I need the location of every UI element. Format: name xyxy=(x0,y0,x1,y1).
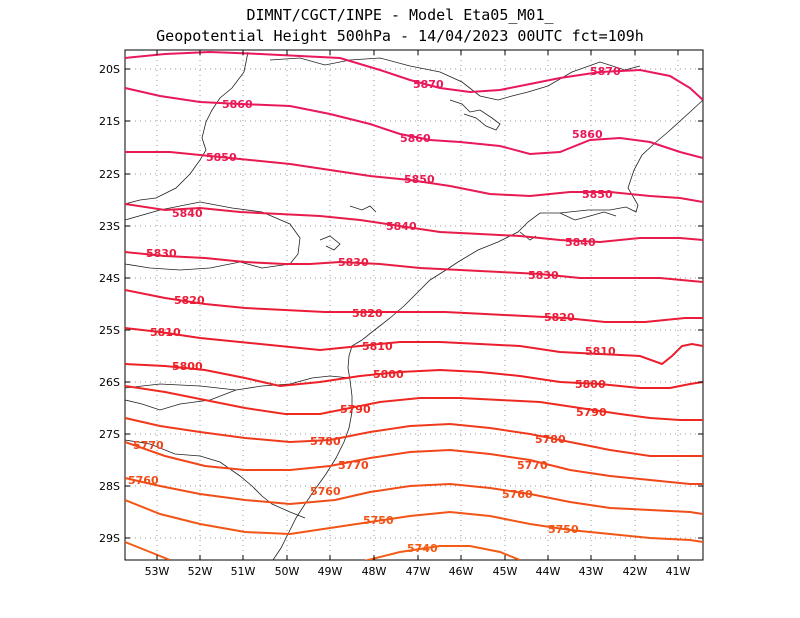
contour-5870 xyxy=(125,50,703,101)
lon-label-43w: 43W xyxy=(579,565,604,578)
map-title-line1: DIMNT/CGCT/INPE - Model Eta05_M01_ xyxy=(246,6,554,24)
lon-label-51w: 51W xyxy=(231,565,256,578)
latitude-labels: 20S 21S 22S 23S 24S 25S 26S 27S 28S 29S xyxy=(99,63,120,545)
contour-5740 xyxy=(125,541,521,560)
label-5760-a: 5760 xyxy=(128,474,159,487)
contour-5840 xyxy=(125,203,703,244)
label-5790-a: 5790 xyxy=(340,403,371,416)
label-5850-a: 5850 xyxy=(206,151,237,164)
state-border-sp-pr xyxy=(125,201,301,271)
lon-label-50w: 50W xyxy=(275,565,300,578)
contour-5860 xyxy=(125,87,703,159)
label-5800-b: 5800 xyxy=(373,368,404,381)
contour-5830 xyxy=(125,251,703,283)
height-contours xyxy=(125,50,703,560)
label-5870-b: 5870 xyxy=(590,65,621,78)
label-5800-c: 5800 xyxy=(575,378,606,391)
contour-5770 xyxy=(125,441,703,485)
label-5860-c: 5860 xyxy=(572,128,603,141)
contour-labels: 5870 5870 5860 5860 5860 5850 5850 5850 … xyxy=(128,65,621,555)
lat-label-27s: 27S xyxy=(99,428,120,441)
lat-label-24s: 24S xyxy=(99,272,120,285)
lon-label-46w: 46W xyxy=(449,565,474,578)
contour-5750 xyxy=(125,499,703,543)
lon-label-41w: 41W xyxy=(666,565,691,578)
lon-label-45w: 45W xyxy=(493,565,518,578)
label-5810-a: 5810 xyxy=(150,326,181,339)
label-5790-b: 5790 xyxy=(576,406,607,419)
contour-5780 xyxy=(125,417,703,457)
inland-lake-2 xyxy=(319,235,341,251)
inland-lake-1 xyxy=(449,99,501,131)
label-5750-a: 5750 xyxy=(363,514,394,527)
lat-label-23s: 23S xyxy=(99,220,120,233)
label-5810-b: 5810 xyxy=(362,340,393,353)
contour-5850 xyxy=(125,151,703,203)
state-border-mg-rj xyxy=(269,57,641,101)
state-border-sc-rs xyxy=(125,439,306,519)
lat-lon-grid xyxy=(125,50,703,560)
contour-5790 xyxy=(125,385,703,421)
lat-label-25s: 25S xyxy=(99,324,120,337)
label-5840-b: 5840 xyxy=(386,220,417,233)
lon-label-53w: 53W xyxy=(145,565,170,578)
label-5780-b: 5780 xyxy=(535,433,566,446)
label-5840-a: 5840 xyxy=(172,207,203,220)
label-5860-b: 5860 xyxy=(400,132,431,145)
label-5840-c: 5840 xyxy=(565,236,596,249)
lon-label-49w: 49W xyxy=(318,565,343,578)
rj-coast-detail xyxy=(559,211,617,221)
lat-label-26s: 26S xyxy=(99,376,120,389)
border-argentina xyxy=(125,389,237,411)
lon-label-48w: 48W xyxy=(362,565,387,578)
lat-label-29s: 29S xyxy=(99,532,120,545)
contour-5810 xyxy=(125,327,703,366)
label-5820-c: 5820 xyxy=(544,311,575,324)
coastline-borders xyxy=(125,51,703,560)
label-5820-b: 5820 xyxy=(352,307,383,320)
coastline xyxy=(272,99,703,560)
contour-5760 xyxy=(125,477,703,515)
label-5750-b: 5750 xyxy=(548,523,579,536)
state-border-pr-sc xyxy=(125,375,351,391)
label-5830-c: 5830 xyxy=(528,269,559,282)
lat-label-20s: 20S xyxy=(99,63,120,76)
label-5760-b: 5760 xyxy=(310,485,341,498)
lon-label-42w: 42W xyxy=(623,565,648,578)
label-5870-a: 5870 xyxy=(413,78,444,91)
lat-label-28s: 28S xyxy=(99,480,120,493)
label-5820-a: 5820 xyxy=(174,294,205,307)
label-5770-c: 5770 xyxy=(517,459,548,472)
longitude-labels: 53W 52W 51W 50W 49W 48W 47W 46W 45W 44W … xyxy=(145,565,691,578)
label-5770-b: 5770 xyxy=(338,459,369,472)
label-5830-a: 5830 xyxy=(146,247,177,260)
lon-label-44w: 44W xyxy=(536,565,561,578)
lat-label-21s: 21S xyxy=(99,115,120,128)
label-5850-b: 5850 xyxy=(404,173,435,186)
label-5860-a: 5860 xyxy=(222,98,253,111)
label-5850-c: 5850 xyxy=(582,188,613,201)
label-5800-a: 5800 xyxy=(172,360,203,373)
contour-5800 xyxy=(125,363,703,389)
lon-label-52w: 52W xyxy=(188,565,213,578)
label-5760-c: 5760 xyxy=(502,488,533,501)
axis-ticks xyxy=(125,50,703,560)
state-border-mg-sp xyxy=(125,51,249,205)
lon-label-47w: 47W xyxy=(406,565,431,578)
label-5780-a: 5780 xyxy=(310,435,341,448)
label-5810-c: 5810 xyxy=(585,345,616,358)
label-5770-a: 5770 xyxy=(133,439,164,452)
label-5830-b: 5830 xyxy=(338,256,369,269)
label-5740-a: 5740 xyxy=(407,542,438,555)
inland-lake-3 xyxy=(349,205,377,213)
lat-label-22s: 22S xyxy=(99,168,120,181)
contour-5820 xyxy=(125,289,703,323)
map-title-line2: Geopotential Height 500hPa - 14/04/2023 … xyxy=(156,27,644,45)
